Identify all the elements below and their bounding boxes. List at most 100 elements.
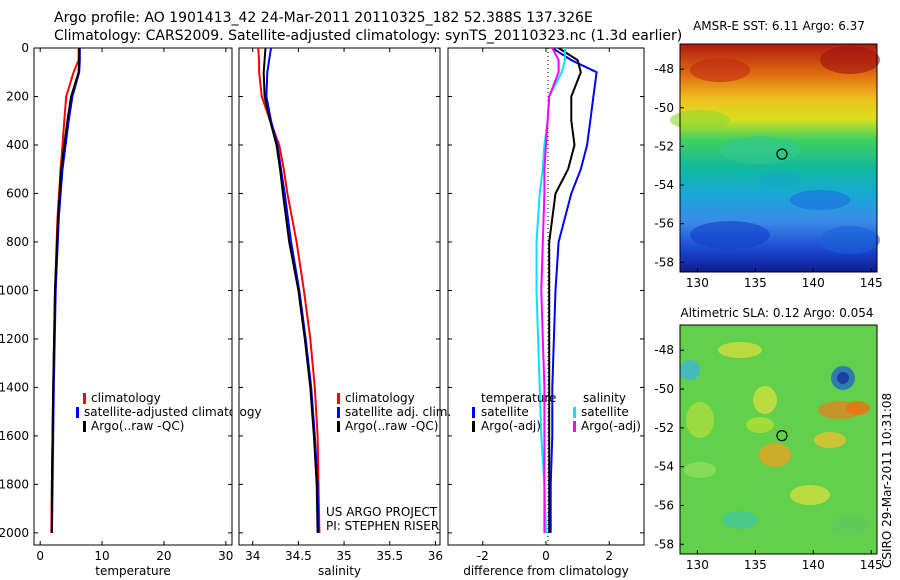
y-tick-label: 1000 xyxy=(0,283,29,297)
legend-label-climatology: climatology xyxy=(91,391,161,405)
map-y-tick-label: -52 xyxy=(654,139,674,153)
sla-map-frame xyxy=(679,324,878,555)
map-y-tick-label: -48 xyxy=(654,62,674,76)
map-y-tick-label: -50 xyxy=(654,101,674,115)
map-x-tick-label: 140 xyxy=(802,558,825,572)
sla-texture xyxy=(759,443,791,467)
legend-label-temp-satellite: satellite xyxy=(481,405,529,419)
x-tick-label: 34 xyxy=(245,549,260,563)
legend-heading-temperature: temperature xyxy=(481,391,556,405)
legend-label-temp-argo: Argo(-adj) xyxy=(481,419,541,433)
x-tick-label: 34.5 xyxy=(285,549,312,563)
map-y-tick-label: -54 xyxy=(654,460,674,474)
map-y-tick-label: -52 xyxy=(654,421,674,435)
legend-label-sal-satellite: satellite xyxy=(581,405,629,419)
legend-label-sal-argo: Argo(-adj) xyxy=(581,419,641,433)
y-tick-label: 1600 xyxy=(0,429,29,443)
map-x-tick-label: 145 xyxy=(860,276,883,290)
legend-swatch-sal-argo xyxy=(573,421,576,432)
sla-texture xyxy=(814,432,846,448)
map-x-tick-label: 130 xyxy=(686,276,709,290)
map-y-tick-label: -54 xyxy=(654,178,674,192)
legend-swatch-satellite xyxy=(76,407,79,418)
sla-texture xyxy=(753,386,777,414)
sst-map: AMSR-E SST: 6.11 Argo: 6.37 130 135 140 145… xyxy=(654,19,882,290)
x-axis-label: temperature xyxy=(95,564,170,578)
series-line-salinity-satellite xyxy=(535,48,566,533)
sla-texture xyxy=(718,342,762,358)
x-tick-label: 20 xyxy=(156,549,171,563)
y-tick-label: 0 xyxy=(21,41,29,55)
sla-texture xyxy=(790,485,830,505)
y-tick-label: 2000 xyxy=(0,526,29,540)
y-tick-label: 1400 xyxy=(0,380,29,394)
x-tick-label: 2 xyxy=(605,549,613,563)
x-tick-label: 35 xyxy=(336,549,351,563)
legend-swatch-temp-argo xyxy=(472,421,475,432)
sst-map-title: AMSR-E SST: 6.11 Argo: 6.37 xyxy=(693,19,865,33)
sst-texture xyxy=(820,226,880,254)
x-tick-label: -2 xyxy=(477,549,489,563)
sst-texture xyxy=(820,46,880,74)
map-y-tick-label: -50 xyxy=(654,382,674,396)
sla-texture xyxy=(837,372,849,384)
sla-texture xyxy=(846,401,870,415)
pi-credit: PI: STEPHEN RISER xyxy=(326,519,439,533)
sst-float-marker xyxy=(776,148,788,160)
y-tick-label: 1200 xyxy=(0,332,29,346)
map-x-tick-label: 145 xyxy=(860,558,883,572)
sst-map-frame xyxy=(679,43,878,273)
x-tick-label: 36 xyxy=(428,549,443,563)
map-y-tick-label: -48 xyxy=(654,343,674,357)
x-tick-label: 0 xyxy=(36,549,44,563)
series-line-temperature-argo-adj- xyxy=(548,48,582,533)
x-axis-label: difference from climatology xyxy=(463,564,629,578)
temperature-legend: climatology satellite-adjusted climatolo… xyxy=(76,391,262,433)
legend-heading-salinity: salinity xyxy=(583,391,626,405)
legend-swatch-sal-satellite xyxy=(573,407,576,418)
map-y-tick-label: -56 xyxy=(654,217,674,231)
legend-swatch-climatology xyxy=(337,393,340,404)
sla-float-marker xyxy=(776,430,788,442)
x-tick-label: 10 xyxy=(94,549,109,563)
y-tick-label: 800 xyxy=(6,235,29,249)
legend-swatch-temp-satellite xyxy=(472,407,475,418)
series-group xyxy=(257,48,321,533)
map-x-tick-label: 140 xyxy=(802,276,825,290)
header-line-1: Argo profile: AO 1901413_42 24-Mar-2011 … xyxy=(54,10,593,26)
x-axis-label: salinity xyxy=(318,564,361,578)
legend-swatch-satellite xyxy=(337,407,340,418)
y-tick-label: 1800 xyxy=(0,477,29,491)
x-tick-label: 0 xyxy=(542,549,550,563)
series-line-climatology xyxy=(257,48,321,533)
y-tick-label: 600 xyxy=(6,186,29,200)
y-tick-label: 400 xyxy=(6,138,29,152)
series-line-temperature-satellite xyxy=(549,48,598,533)
header-line-2: Climatology: CARS2009. Satellite-adjuste… xyxy=(54,28,683,44)
series-line-salinity-argo-adj- xyxy=(540,48,560,533)
x-tick-label: 30 xyxy=(218,549,233,563)
map-x-tick-label: 130 xyxy=(686,558,709,572)
sla-texture xyxy=(832,515,868,535)
sla-texture xyxy=(746,417,774,433)
sst-texture xyxy=(670,110,730,130)
sla-texture xyxy=(684,462,716,478)
timestamp-label: CSIRO 29-Mar-2011 10:31:08 xyxy=(880,393,894,568)
legend-label-argo: Argo(..raw -QC) xyxy=(345,419,438,433)
series-line-argo-raw-qc- xyxy=(50,48,81,533)
sst-texture xyxy=(720,136,800,164)
sst-texture xyxy=(690,58,750,82)
map-x-tick-label: 135 xyxy=(744,276,767,290)
sla-texture xyxy=(722,511,758,529)
series-line-argo-raw-qc- xyxy=(262,48,319,533)
legend-label-argo: Argo(..raw -QC) xyxy=(91,419,184,433)
sst-texture xyxy=(690,221,770,249)
sla-texture xyxy=(686,402,714,438)
map-y-tick-label: -58 xyxy=(654,537,674,551)
legend-clip-mask xyxy=(232,400,239,420)
legend-swatch-argo xyxy=(337,421,340,432)
legend-label-satellite: satellite-adjusted climatology xyxy=(84,405,262,419)
sst-texture xyxy=(790,190,850,210)
legend-label-satellite: satellite adj. clim. xyxy=(345,405,451,419)
